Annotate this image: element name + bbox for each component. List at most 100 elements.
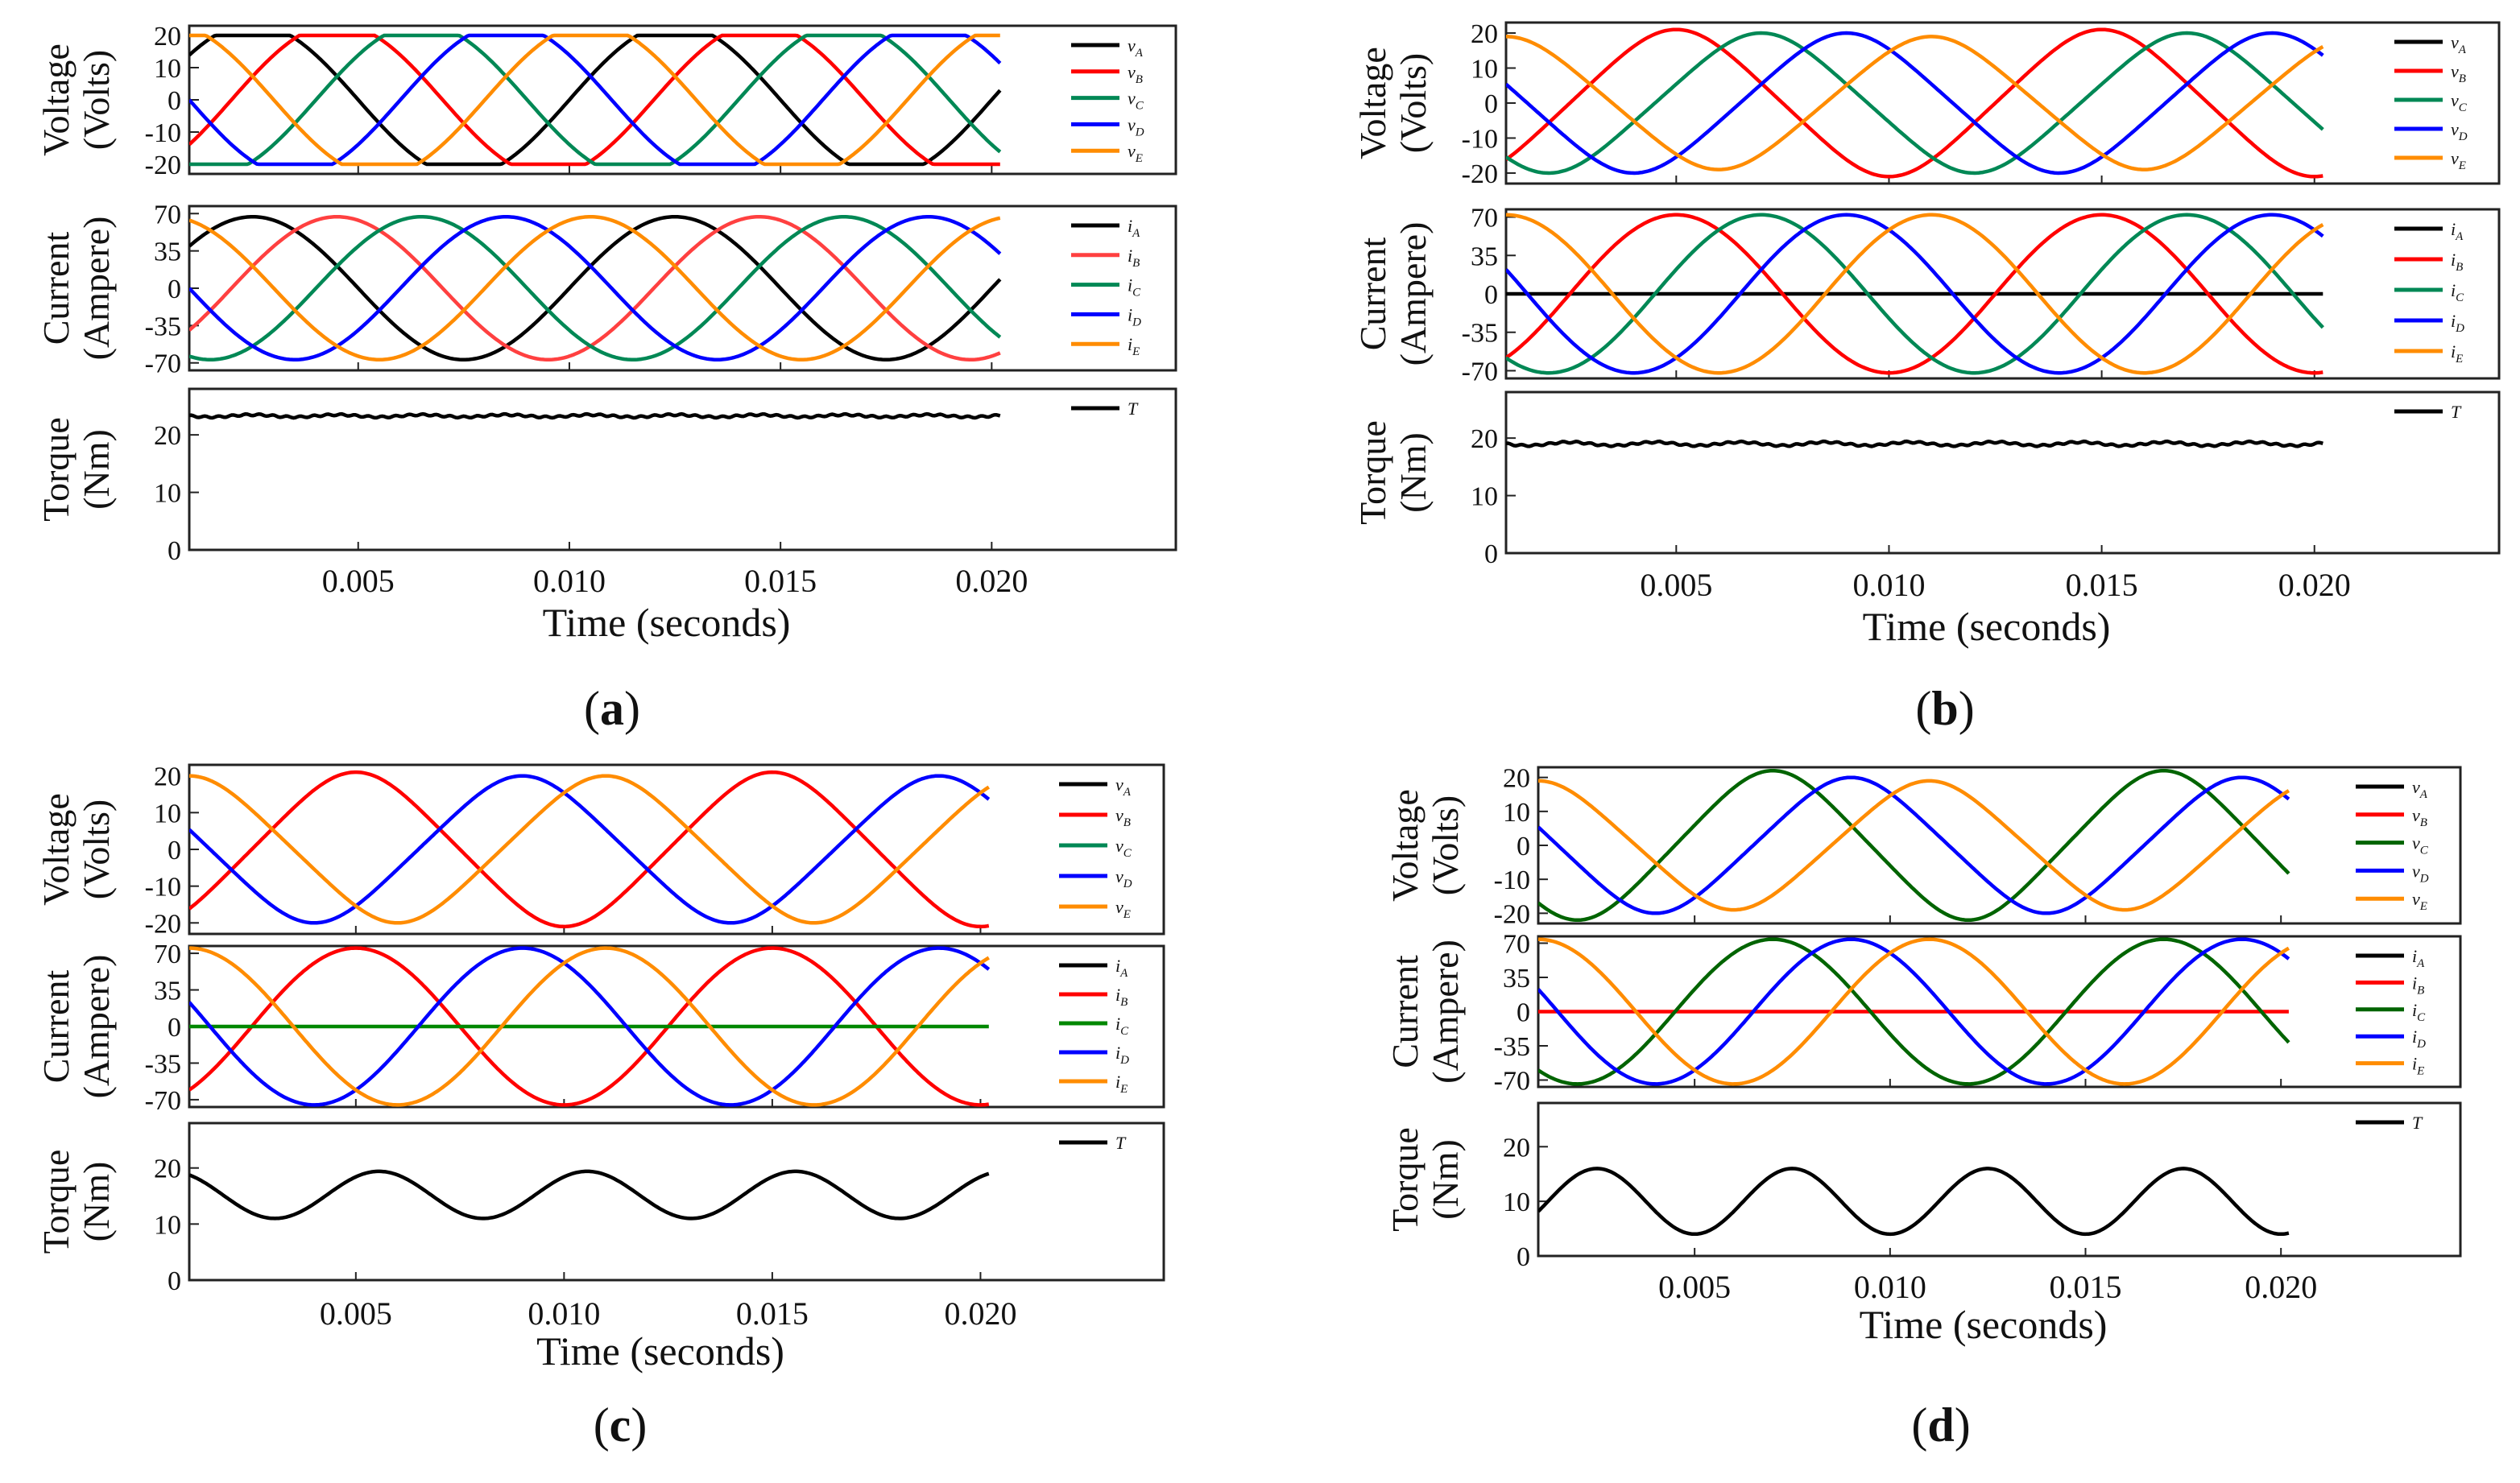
legend-entry-iC: iC [1059, 1014, 1129, 1038]
series-line-vB [1506, 27, 2323, 179]
series-line-vE [189, 33, 1000, 167]
legend-subscript: D [1119, 1054, 1129, 1067]
legend-symbol: v [1115, 836, 1123, 856]
legend-label: iE [2451, 341, 2463, 366]
legend-label: vE [1128, 141, 1143, 165]
panel-caption-letter: b [1931, 682, 1958, 735]
legend-subscript: A [1119, 967, 1128, 980]
legend-entry-vA: vA [2356, 777, 2428, 801]
legend-label: vD [1115, 866, 1132, 890]
y-tick-label: -35 [1494, 1032, 1530, 1062]
y-tick-label: 0 [168, 275, 181, 304]
y-tick-label: 35 [154, 238, 181, 267]
legend-entry-vD: vD [1071, 114, 1144, 138]
legend-entry-iC: iC [2394, 280, 2464, 304]
legend-label: T [1115, 1133, 1127, 1153]
y-tick-label: 0 [168, 86, 181, 116]
legend-symbol: i [2412, 973, 2417, 993]
legend-label: vC [1115, 836, 1132, 860]
y-tick-label: -20 [145, 151, 181, 180]
legend-subscript: D [2419, 872, 2429, 885]
legend-label: iB [2412, 973, 2424, 997]
legend-entry-iB: iB [1059, 985, 1128, 1009]
legend-symbol: v [1115, 866, 1123, 886]
y-tick-label: -20 [1462, 159, 1498, 189]
y-axis-unit-label: (Nm) [76, 1162, 117, 1242]
legend-subscript: B [2417, 984, 2424, 997]
legend-subscript: A [2419, 788, 2428, 801]
legend-subscript: B [1120, 996, 1128, 1009]
legend-subscript: E [1123, 908, 1131, 921]
legend-symbol: v [1128, 89, 1136, 109]
legend-entry-T: T [2356, 1113, 2423, 1133]
y-tick-label: 0 [1517, 1242, 1530, 1272]
legend-entry-vD: vD [1059, 866, 1132, 890]
y-tick-label: 0 [168, 836, 181, 865]
plot-frame [1537, 1101, 2462, 1258]
legend-symbol: v [2412, 777, 2420, 797]
series-line-iC [1506, 213, 2324, 375]
y-tick-label: 70 [154, 200, 181, 229]
legend-entry-vD: vD [2356, 861, 2429, 885]
legend-label: iA [2412, 946, 2425, 970]
legend-symbol: i [2412, 1027, 2417, 1047]
y-tick-label: 10 [1503, 798, 1530, 828]
subplot-c-torque: 20 10 0 Torque (Nm) T [35, 1122, 1165, 1296]
x-tick-label: 0.020 [2245, 1269, 2317, 1305]
x-tick-label: 0.015 [736, 1295, 809, 1332]
legend-symbol: i [1128, 275, 1132, 295]
legend-subscript: E [2458, 159, 2466, 172]
series-line-vC [189, 33, 1002, 167]
legend-label: vA [1115, 775, 1132, 799]
legend-symbol: T [1128, 399, 1139, 419]
legend-symbol: v [1128, 114, 1136, 134]
legend-symbol: i [2412, 1000, 2417, 1020]
plot-frame [188, 387, 1177, 551]
legend-symbol: i [2451, 250, 2456, 270]
series-line-T [189, 411, 1001, 420]
legend-entry-vC: vC [1071, 89, 1144, 113]
legend-label: iA [1115, 956, 1128, 980]
legend-entry-vE: vE [1059, 897, 1131, 921]
y-tick-label: 0 [168, 1266, 181, 1296]
legend-label: iC [2412, 1000, 2426, 1024]
y-tick-label: 20 [1503, 1133, 1530, 1163]
y-tick-label: 20 [154, 762, 181, 792]
y-tick-label: -35 [145, 312, 181, 341]
x-axis-label: Time (seconds) [543, 600, 791, 645]
legend-entry-T: T [1071, 399, 1139, 419]
y-tick-label: -70 [145, 1086, 181, 1116]
subplot-d-torque: 20 10 0 Torque (Nm) T [1384, 1101, 2462, 1272]
x-tick-label: 0.010 [1854, 1269, 1926, 1305]
y-axis-label: Voltage [1384, 789, 1426, 902]
legend-symbol: i [2451, 311, 2456, 331]
plot-frame [188, 763, 1165, 936]
legend-entry-iE: iE [1071, 334, 1140, 358]
x-tick-label: 0.005 [1640, 567, 1712, 603]
y-tick-label: -70 [1494, 1067, 1530, 1097]
y-axis-label: Current [1384, 955, 1426, 1068]
y-axis-unit-label: (Nm) [1425, 1139, 1466, 1220]
legend-subscript: A [2455, 230, 2464, 243]
legend-symbol: i [2412, 1054, 2417, 1074]
y-tick-label: 20 [1503, 764, 1530, 794]
legend-symbol: i [1128, 334, 1132, 354]
legend-entry-vB: vB [2394, 61, 2466, 85]
legend-symbol: i [2451, 280, 2456, 300]
series-line-vC [1506, 31, 2324, 176]
legend-symbol: i [2412, 946, 2417, 966]
panel-caption: (d) [1911, 1398, 1970, 1452]
legend-symbol: i [2451, 219, 2456, 239]
legend-symbol: i [2451, 341, 2456, 361]
series-line-iE [1538, 937, 2290, 1086]
panel-caption-letter: c [610, 1398, 631, 1452]
y-tick-label: 10 [154, 1210, 181, 1240]
series-line-iC [189, 214, 1002, 362]
y-tick-label: -10 [1462, 124, 1498, 154]
legend-subscript: C [2456, 291, 2464, 304]
